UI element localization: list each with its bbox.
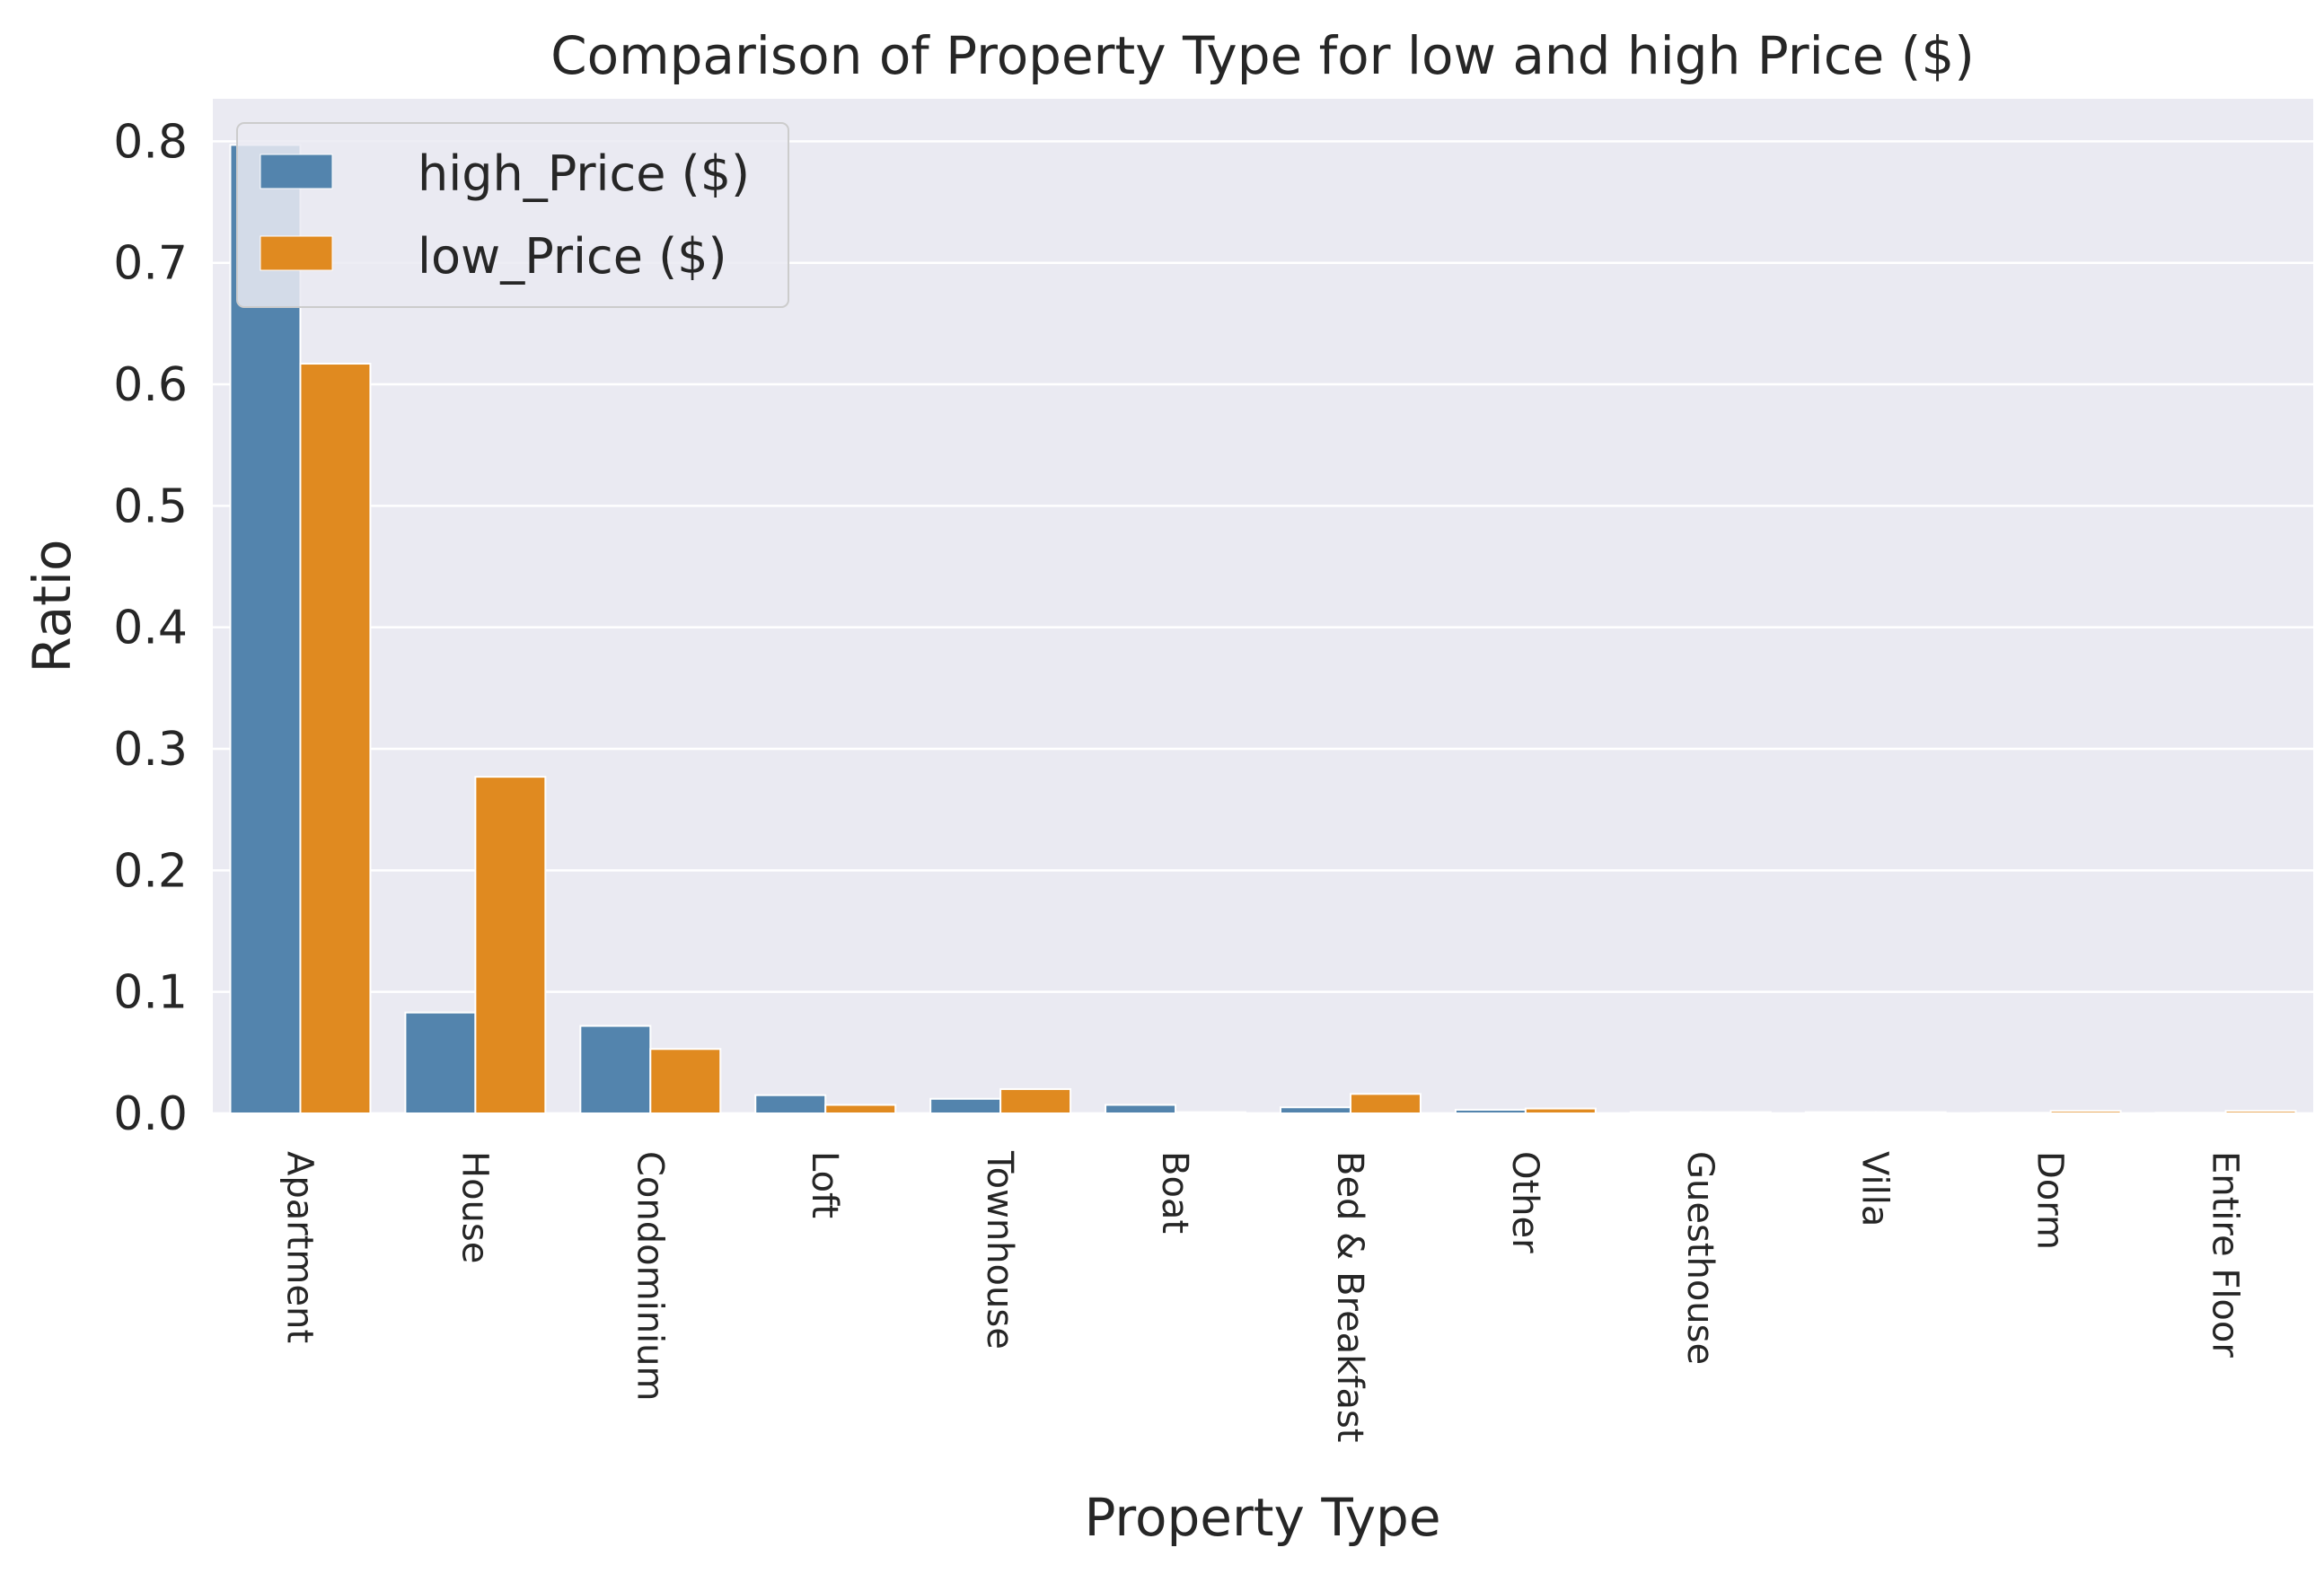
bar-high-price	[1804, 1111, 1877, 1115]
bar-high-price	[754, 1094, 827, 1114]
x-tick-label: Other	[1504, 1151, 1545, 1253]
bar-low-price	[649, 1048, 722, 1114]
y-tick-label: 0.1	[113, 966, 188, 1020]
legend-label-high-price: high_Price ($)	[418, 145, 750, 202]
bar-low-price	[299, 363, 372, 1115]
bar-high-price	[1105, 1104, 1177, 1115]
legend-box	[236, 122, 789, 308]
x-tick-label: Dorm	[2029, 1151, 2071, 1250]
x-tick-label: House	[453, 1151, 495, 1263]
bar-low-price	[824, 1104, 897, 1115]
legend-label-low-price: low_Price ($)	[418, 228, 727, 285]
y-tick-label: 0.7	[113, 237, 188, 291]
y-tick-label: 0.2	[113, 844, 188, 898]
y-tick-label: 0.3	[113, 723, 188, 777]
x-tick-label: Condominium	[629, 1151, 670, 1401]
y-tick-label: 0.6	[113, 358, 188, 412]
bar-low-price	[999, 1087, 1072, 1114]
y-tick-label: 0.4	[113, 602, 188, 655]
bar-low-price	[1524, 1107, 1597, 1114]
bar-low-price	[1874, 1111, 1947, 1115]
bar-high-price	[404, 1011, 477, 1114]
bar-low-price	[1349, 1093, 1422, 1114]
legend-swatch-low-price	[260, 235, 333, 271]
bar-high-price	[2154, 1112, 2227, 1115]
bar-low-price	[474, 776, 547, 1114]
x-tick-label: Loft	[804, 1151, 845, 1218]
bar-high-price	[1979, 1112, 2052, 1115]
bar-low-price	[2049, 1110, 2122, 1115]
x-tick-label: Entire Floor	[2205, 1151, 2246, 1358]
legend-swatch-high-price	[260, 154, 333, 189]
bar-low-price	[1699, 1111, 1772, 1115]
bar-low-price	[1175, 1111, 1247, 1115]
bar-high-price	[1279, 1106, 1351, 1114]
legend: high_Price ($) low_Price ($)	[236, 122, 789, 308]
x-tick-label: Apartment	[278, 1151, 320, 1343]
y-tick-label: 0.8	[113, 115, 188, 169]
y-axis-label: Ratio	[22, 540, 83, 673]
y-axis-ticks: 0.0 0.1 0.2 0.3 0.4 0.5 0.6 0.7 0.8	[113, 115, 188, 1141]
chart-title: Comparison of Property Type for low and …	[550, 25, 1975, 86]
y-tick-label: 0.0	[113, 1087, 188, 1141]
x-axis-label: Property Type	[1084, 1487, 1440, 1548]
x-axis-ticks: Apartment House Condominium Loft Townhouse Bo…	[278, 1150, 2245, 1442]
y-tick-label: 0.5	[113, 479, 188, 533]
x-tick-label: Villa	[1854, 1151, 1896, 1227]
x-tick-label: Townhouse	[979, 1150, 1020, 1350]
x-tick-label: Boat	[1154, 1151, 1195, 1234]
bar-high-price	[929, 1097, 1002, 1115]
bar-high-price	[1629, 1111, 1702, 1115]
x-tick-label: Bed & Breakfast	[1329, 1151, 1370, 1442]
x-tick-label: Guesthouse	[1679, 1151, 1721, 1365]
bar-low-price	[2224, 1110, 2297, 1115]
bar-high-price	[1454, 1108, 1527, 1114]
bar-high-price	[579, 1024, 652, 1114]
